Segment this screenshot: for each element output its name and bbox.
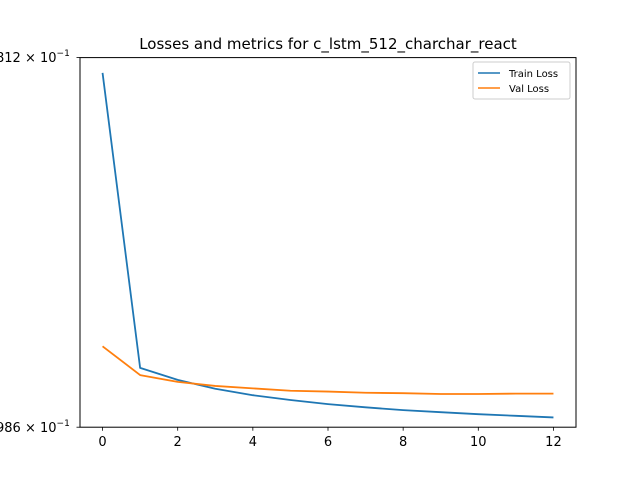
- x-tick-label: 0: [98, 435, 106, 450]
- legend-label-val: Val Loss: [509, 84, 549, 95]
- x-tick-label: 2: [174, 435, 182, 450]
- y-axis: 812 × 10−1 986 × 10−1: [0, 49, 80, 436]
- series-layer: [101, 72, 554, 419]
- legend: Train Loss Val Loss: [472, 61, 571, 100]
- x-tick-label: 4: [249, 435, 257, 450]
- chart-title: Losses and metrics for c_lstm_512_charch…: [139, 35, 517, 54]
- y-tick-label-bottom: 986 × 10−1: [0, 419, 70, 436]
- series-line-train-loss: [101, 72, 554, 419]
- x-tick-label: 8: [399, 435, 407, 450]
- series-line-val-loss: [102, 345, 554, 395]
- y-tick-label-top: 812 × 10−1: [0, 49, 70, 66]
- x-tick-label: 6: [324, 435, 332, 450]
- legend-label-train: Train Loss: [508, 69, 558, 80]
- x-axis: 0 2 4 6 8 10 12: [98, 427, 562, 450]
- x-tick-label: 12: [545, 435, 562, 450]
- legend-box: [472, 61, 571, 100]
- x-tick-label: 10: [470, 435, 487, 450]
